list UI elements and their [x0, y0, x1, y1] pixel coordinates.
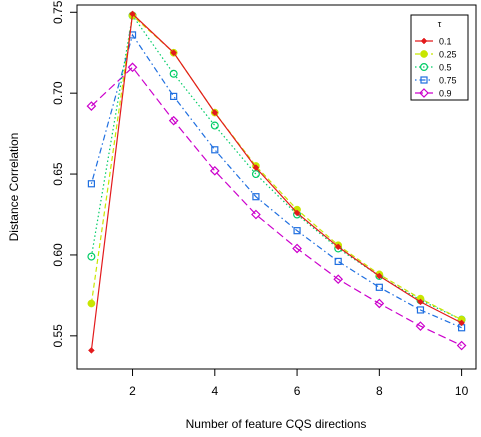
y-tick-label: 0.70	[51, 81, 65, 105]
legend-item: 0.5	[415, 63, 452, 73]
x-axis-label: Number of feature CQS directions	[186, 417, 367, 431]
series-line	[90, 33, 462, 329]
data-point	[129, 10, 136, 18]
series-0-9	[86, 62, 467, 351]
data-point	[209, 165, 220, 176]
x-tick-label: 10	[455, 384, 469, 398]
series-line	[90, 12, 462, 351]
legend-marker	[420, 50, 428, 58]
legend-item: 0.9	[415, 88, 452, 99]
data-point	[416, 306, 425, 314]
data-point	[334, 257, 342, 266]
data-point	[87, 252, 96, 261]
x-tick-label: 2	[129, 384, 136, 398]
x-tick-label: 6	[294, 384, 301, 398]
data-point	[87, 180, 95, 188]
y-tick-label: 0.75	[51, 0, 65, 24]
data-point	[417, 298, 424, 306]
data-point	[458, 319, 465, 327]
data-point	[168, 115, 179, 126]
legend-item: 0.1	[415, 37, 452, 47]
legend-marker	[420, 37, 428, 45]
data-point	[456, 340, 467, 351]
legend-label: 0.75	[439, 76, 457, 86]
data-point	[87, 299, 96, 308]
data-point	[211, 146, 219, 154]
data-point	[293, 209, 301, 217]
legend-marker	[420, 76, 428, 84]
data-point	[375, 272, 383, 280]
series-line	[90, 13, 462, 321]
series-layer	[86, 10, 467, 354]
legend-marker	[420, 62, 429, 71]
data-point	[374, 298, 385, 309]
data-point	[375, 283, 383, 291]
y-tick-label: 0.60	[51, 243, 65, 267]
data-point	[86, 101, 97, 111]
plot-frame	[76, 4, 477, 370]
series-0-1	[88, 10, 465, 354]
y-tick-label: 0.65	[51, 162, 65, 186]
x-tick-label: 8	[376, 384, 383, 398]
series-0-5	[87, 11, 466, 324]
legend-label: 0.5	[439, 63, 452, 73]
data-point	[334, 243, 342, 251]
data-point	[251, 170, 260, 179]
legend-item: 0.25	[415, 50, 457, 60]
data-point	[251, 209, 261, 220]
legend-box	[410, 14, 469, 101]
y-tick-label: 0.55	[51, 324, 65, 348]
legend-label: 0.9	[439, 89, 452, 99]
series-line	[90, 14, 462, 321]
legend-label: 0.1	[439, 37, 452, 47]
data-point	[211, 109, 219, 116]
legend: τ 0.1 0.25 0.5 0.75 0.9	[410, 14, 469, 101]
legend-title: τ	[438, 19, 442, 29]
data-point	[333, 274, 344, 285]
data-point	[169, 69, 178, 78]
axes: 2 4 6 8 10 0.55 0.60 0.65 0.70 0.75	[51, 0, 469, 398]
data-point	[170, 49, 178, 57]
series-line	[90, 66, 462, 347]
data-point	[415, 321, 426, 331]
data-point	[252, 164, 260, 171]
x-tick-label: 4	[211, 384, 218, 398]
legend-label: 0.25	[439, 50, 457, 60]
data-point	[292, 243, 302, 254]
data-point	[210, 121, 219, 130]
data-point	[293, 227, 301, 235]
data-point	[252, 193, 260, 201]
legend-item: 0.75	[415, 76, 457, 86]
legend-marker	[419, 88, 429, 98]
data-point	[127, 62, 138, 73]
series-0-75	[87, 31, 466, 332]
data-point	[88, 347, 95, 354]
data-point	[170, 92, 178, 101]
y-axis-label: Distance Correlation	[7, 133, 21, 242]
series-0-25	[87, 11, 466, 324]
